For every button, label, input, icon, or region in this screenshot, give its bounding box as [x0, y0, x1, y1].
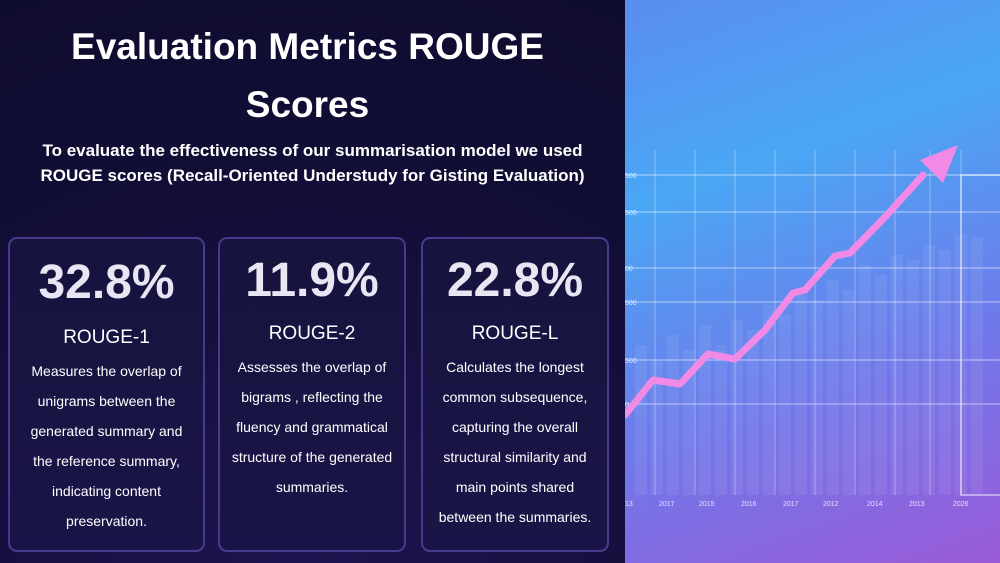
x-tick-label: 2014	[867, 501, 883, 508]
metric-value: 22.8%	[446, 254, 584, 307]
chart-bar-pattern	[635, 235, 983, 495]
decor-bar	[939, 250, 951, 495]
chart-y-tick-labels: 500 500 00 500 500 0	[625, 173, 637, 409]
metric-name: ROUGE-L	[471, 323, 559, 344]
page-title: Evaluation Metrics ROUGE Scores	[71, 26, 544, 125]
metric-description: Assesses the overlap of bigrams , reflec…	[231, 359, 393, 495]
page-subtitle: To evaluate the effectiveness of our sum…	[40, 141, 585, 185]
decor-bar	[763, 305, 775, 495]
decor-bar	[891, 255, 903, 495]
decor-bar	[715, 345, 727, 495]
decor-bar	[827, 280, 839, 495]
chart-grid	[625, 150, 1000, 496]
metric-description: Measures the overlap of unigrams between…	[30, 363, 183, 529]
y-tick-label: 500	[625, 300, 637, 307]
metric-card-rouge-2: 11.9% ROUGE-2 Assesses the overlap of bi…	[218, 237, 406, 552]
x-tick-label: 2017	[659, 501, 675, 508]
trend-line	[625, 171, 927, 419]
metric-value: 11.9%	[245, 254, 379, 307]
grid-frame	[960, 174, 1000, 496]
x-tick-label: 2026	[953, 501, 969, 508]
y-tick-label: 500	[625, 210, 637, 217]
arrow-head-icon	[920, 145, 958, 183]
decor-bar	[811, 300, 823, 495]
metric-name: ROUGE-1	[63, 327, 150, 348]
decor-bar	[875, 275, 887, 495]
y-tick-label: 0	[625, 402, 629, 409]
decor-bar	[859, 265, 871, 495]
metric-card-rouge-1: 32.8% ROUGE-1 Measures the overlap of un…	[8, 237, 205, 552]
decor-bar	[699, 325, 711, 495]
decor-bar	[779, 315, 791, 495]
x-tick-label: 13	[625, 501, 633, 508]
growth-chart-illustration: 500 500 00 500 500 0 13 2017 2015 2016 2017 2012 20…	[625, 145, 1000, 508]
x-tick-label: 2016	[741, 501, 757, 508]
y-tick-label: 00	[625, 266, 633, 273]
decor-bar	[907, 260, 919, 495]
decor-bar	[667, 335, 679, 495]
chart-x-tick-labels: 13 2017 2015 2016 2017 2012 2014 2013 2026	[625, 501, 969, 508]
x-tick-label: 2013	[909, 501, 925, 508]
decor-bar	[651, 360, 663, 495]
x-tick-label: 2012	[823, 501, 839, 508]
x-tick-label: 2015	[699, 501, 715, 508]
metric-description: Calculates the longest common subsequenc…	[438, 359, 592, 525]
decor-bar	[683, 350, 695, 495]
x-tick-label: 2017	[783, 501, 799, 508]
decor-bar	[923, 245, 935, 495]
metric-card-rouge-l: 22.8% ROUGE-L Calculates the longest com…	[421, 237, 609, 552]
decor-bar	[843, 290, 855, 495]
y-tick-label: 500	[625, 358, 637, 365]
metric-value: 32.8%	[38, 256, 175, 309]
decor-bar	[971, 237, 983, 495]
decor-bar	[635, 345, 647, 495]
decorative-growth-chart-image: 500 500 00 500 500 0 13 2017 2015 2016 2017 2012 20…	[625, 0, 1000, 563]
y-tick-label: 500	[625, 173, 637, 180]
decor-bar	[731, 320, 743, 495]
decor-bar	[747, 330, 759, 495]
metric-name: ROUGE-2	[268, 323, 356, 344]
decor-bar	[795, 295, 807, 495]
